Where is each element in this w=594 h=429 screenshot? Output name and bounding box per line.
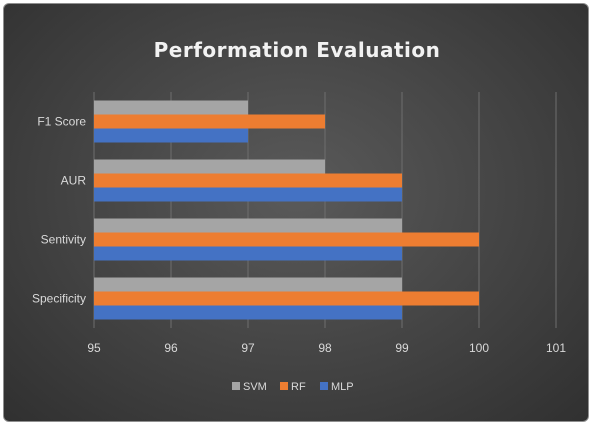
legend-label: MLP	[331, 381, 354, 393]
x-axis-tick-labels: 95 96 97 98 99 100 101	[87, 341, 566, 355]
bar-svm-f1-score[interactable]	[94, 100, 248, 115]
x-tick-label: 101	[546, 341, 566, 355]
bar-rf-aur[interactable]	[94, 173, 402, 188]
legend-label: SVM	[243, 381, 267, 393]
legend-swatch	[232, 382, 240, 390]
bar-rf-specificity[interactable]	[94, 291, 479, 306]
legend-label: RF	[291, 381, 306, 393]
x-tick-label: 100	[469, 341, 489, 355]
bar-svm-sentivity[interactable]	[94, 218, 402, 233]
bar-rf-sentivity[interactable]	[94, 232, 479, 247]
chart-title: Performation Evaluation	[154, 38, 441, 62]
legend-item-rf[interactable]: RF	[280, 381, 306, 393]
bar-svm-aur[interactable]	[94, 159, 325, 174]
y-category-label: Sentivity	[41, 233, 86, 247]
bars	[94, 100, 479, 320]
y-category-label: F1 Score	[37, 115, 86, 129]
x-tick-label: 99	[395, 341, 409, 355]
bar-mlp-sentivity[interactable]	[94, 246, 402, 261]
bar-rf-f1-score[interactable]	[94, 114, 325, 129]
x-tick-label: 97	[241, 341, 255, 355]
y-axis-category-labels: F1 Score AUR Sentivity Specificity	[32, 115, 86, 306]
y-category-label: AUR	[61, 174, 87, 188]
chart-area[interactable]	[3, 3, 589, 422]
bar-mlp-aur[interactable]	[94, 187, 402, 202]
bar-mlp-specificity[interactable]	[94, 305, 402, 320]
bar-mlp-f1-score[interactable]	[94, 128, 248, 143]
x-tick-label: 95	[87, 341, 101, 355]
bar-svm-specificity[interactable]	[94, 277, 402, 292]
legend-swatch	[320, 382, 328, 390]
x-tick-label: 96	[164, 341, 178, 355]
legend-swatch	[280, 382, 288, 390]
legend[interactable]: SVM RF MLP	[232, 381, 354, 393]
x-tick-label: 98	[318, 341, 332, 355]
legend-item-svm[interactable]: SVM	[232, 381, 267, 393]
legend-item-mlp[interactable]: MLP	[320, 381, 354, 393]
y-category-label: Specificity	[32, 292, 86, 306]
